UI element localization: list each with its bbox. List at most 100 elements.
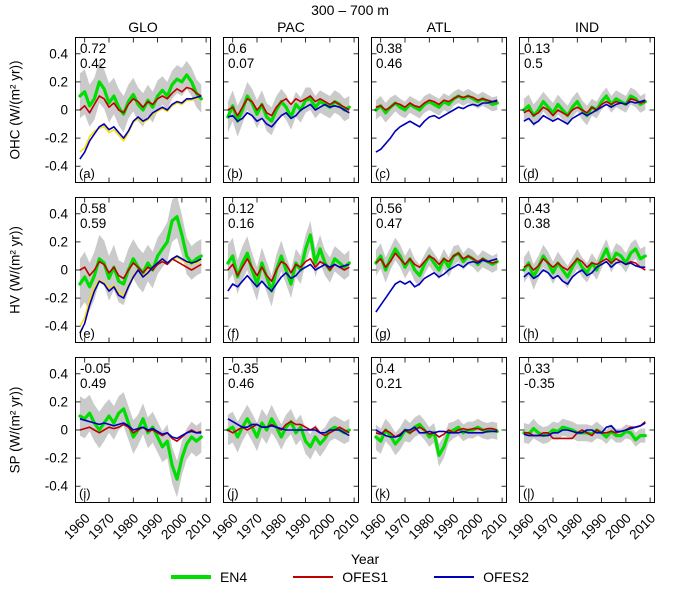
- legend-label-en4: EN4: [219, 569, 248, 585]
- ofes1-line: [375, 252, 498, 268]
- ofes2-line: [375, 426, 498, 438]
- ofes1-line: [227, 258, 350, 282]
- panel-b: 0.60.07 (b): [223, 37, 359, 183]
- y-tick-label: 0: [60, 423, 68, 438]
- axis-ticks: [520, 198, 654, 342]
- ofes1-line: [227, 95, 350, 117]
- ofes2-line: [375, 99, 498, 153]
- y-tick-label: -0.4: [45, 319, 69, 334]
- panel-letter: (c): [375, 166, 390, 181]
- x-axis-label: Year: [350, 551, 380, 567]
- axis-ticks: [520, 358, 654, 502]
- x-tick-label: 1970: [233, 511, 265, 543]
- panel-letter: (h): [523, 326, 539, 341]
- x-tick-label: 2000: [454, 511, 486, 543]
- x-tick-label: 1960: [61, 511, 93, 543]
- ofes1-line: [375, 95, 498, 111]
- en4-uncertainty-band: [79, 392, 202, 498]
- corr-ofes2-value: 0.42: [80, 56, 106, 71]
- x-tick-label: 2010: [626, 511, 658, 543]
- axis-ticks: [224, 38, 358, 182]
- corr-ofes1-value: 0.4: [376, 361, 395, 376]
- x-tick-label: 2000: [602, 511, 634, 543]
- panel-letter: (j): [227, 486, 239, 501]
- x-tick-label: 1970: [381, 511, 413, 543]
- panel-letter: (e): [79, 326, 95, 341]
- column-header-glo: GLO: [128, 19, 158, 35]
- corr-ofes2-value: -0.35: [524, 376, 555, 391]
- corr-ofes2-value: 0.49: [80, 376, 106, 391]
- x-tick-label: 2000: [306, 511, 338, 543]
- panel-e: 0.580.59 (e) -0.4 -0.2 0 0.2 0.4: [45, 197, 211, 343]
- y-tick-label: 0.2: [49, 234, 68, 249]
- ofes2-line-swatch: [434, 576, 475, 578]
- corr-ofes1-value: 0.38: [376, 41, 402, 56]
- ofes2-line: [375, 258, 498, 313]
- ofes1-line: [79, 86, 202, 114]
- x-tick-label: 2010: [330, 511, 362, 543]
- corr-ofes1-value: -0.05: [80, 361, 111, 376]
- ofes2-line: [523, 422, 646, 437]
- panel-c: 0.380.46 (c): [371, 37, 507, 183]
- y-axis-label-ohc: OHC (W/(m² yr)): [7, 60, 23, 160]
- figure-title: 300 – 700 m: [311, 2, 389, 18]
- legend-label-ofes2: OFES2: [483, 569, 530, 585]
- panel-border: [519, 197, 655, 343]
- corr-ofes1-value: 0.6: [228, 41, 247, 56]
- panel-letter: (f): [227, 326, 239, 341]
- axis-ticks: [372, 358, 506, 502]
- ofes1-line: [227, 420, 350, 437]
- legend-entry-ofes1: OFES1: [293, 569, 388, 585]
- en4-uncertainty-band: [227, 404, 350, 460]
- ofes2-line: [227, 418, 350, 437]
- y-tick-label: 0.4: [49, 366, 68, 381]
- panel-border: [223, 197, 359, 343]
- corr-ofes1-value: 0.12: [228, 201, 254, 216]
- column-header-atl: ATL: [426, 19, 452, 35]
- x-tick-label: 1980: [554, 511, 586, 543]
- x-tick-label: 1960: [209, 511, 241, 543]
- corr-ofes2-value: 0.5: [524, 56, 543, 71]
- panel-letter: (d): [523, 166, 539, 181]
- ofes2-line: [79, 418, 202, 440]
- panel-letter: (i): [79, 486, 91, 501]
- corr-ofes2-value: 0.46: [228, 376, 254, 391]
- en4-uncertainty-band: [79, 60, 202, 133]
- corr-ofes2-value: 0.16: [228, 216, 254, 231]
- ofes2-line: [79, 95, 202, 160]
- en4-line-swatch: [170, 575, 211, 579]
- panel-border: [519, 357, 655, 503]
- x-tick-label: 2010: [478, 511, 510, 543]
- panel-i: -0.050.49 (i) -0.4 -0.2 0 0.2 0.4 1960197019801…: [45, 357, 214, 542]
- axis-ticks: [224, 358, 358, 502]
- panel-border: [371, 37, 507, 183]
- panel-f: 0.120.16 (f): [223, 197, 359, 343]
- corr-ofes2-value: 0.47: [376, 216, 402, 231]
- x-tick-label: 1970: [529, 511, 561, 543]
- axis-ticks: [76, 198, 210, 342]
- column-header-pac: PAC: [277, 19, 305, 35]
- y-tick-label: 0.2: [49, 74, 68, 89]
- legend: EN4 OFES1 OFES2: [0, 569, 700, 585]
- x-tick-label: 1990: [430, 511, 462, 543]
- ofes1-line-swatch: [293, 576, 334, 578]
- y-tick-label: 0.4: [49, 206, 68, 221]
- panel-border: [371, 197, 507, 343]
- ofes2-line: [227, 103, 350, 128]
- legend-entry-en4: EN4: [170, 569, 248, 585]
- panel-letter: (b): [227, 166, 243, 181]
- ofes2-line: [523, 260, 646, 285]
- corr-ofes1-value: 0.72: [80, 41, 106, 56]
- corr-ofes1-value: 0.56: [376, 201, 402, 216]
- en4-line: [226, 417, 351, 449]
- corr-ofes1-value: 0.43: [524, 201, 550, 216]
- corr-ofes2-value: 0.07: [228, 56, 254, 71]
- en4-uncertainty-band: [523, 87, 646, 127]
- panel-border: [75, 37, 211, 183]
- panel-letter: (g): [375, 326, 391, 341]
- legend-label-ofes1: OFES1: [342, 569, 389, 585]
- axis-ticks: [224, 198, 358, 342]
- corr-ofes1-value: 0.13: [524, 41, 550, 56]
